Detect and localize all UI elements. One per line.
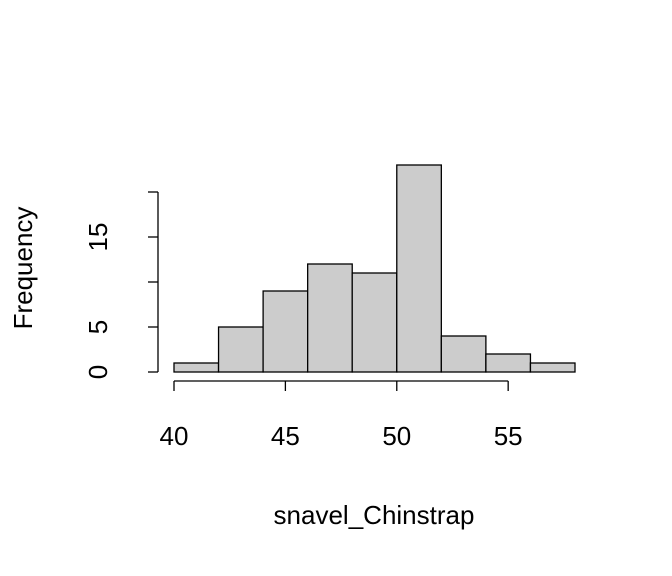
bar — [307, 263, 353, 373]
bar — [262, 290, 309, 373]
y-tick-label: 15 — [83, 223, 113, 252]
x-axis-label: snavel_Chinstrap — [274, 500, 475, 530]
x-tick-label: 55 — [494, 421, 523, 451]
bar — [485, 353, 532, 373]
x-tick-label: 50 — [382, 421, 411, 451]
bar — [351, 272, 398, 373]
x-tick-label: 45 — [271, 421, 300, 451]
bar — [440, 335, 487, 373]
bar — [396, 164, 442, 373]
bar — [173, 362, 220, 373]
y-tick-label: 0 — [83, 365, 113, 379]
bar — [217, 326, 264, 373]
y-axis-label: Frequency — [8, 207, 38, 330]
y-tick-label: 5 — [83, 320, 113, 334]
x-tick-label: 40 — [160, 421, 189, 451]
bar — [529, 362, 576, 373]
